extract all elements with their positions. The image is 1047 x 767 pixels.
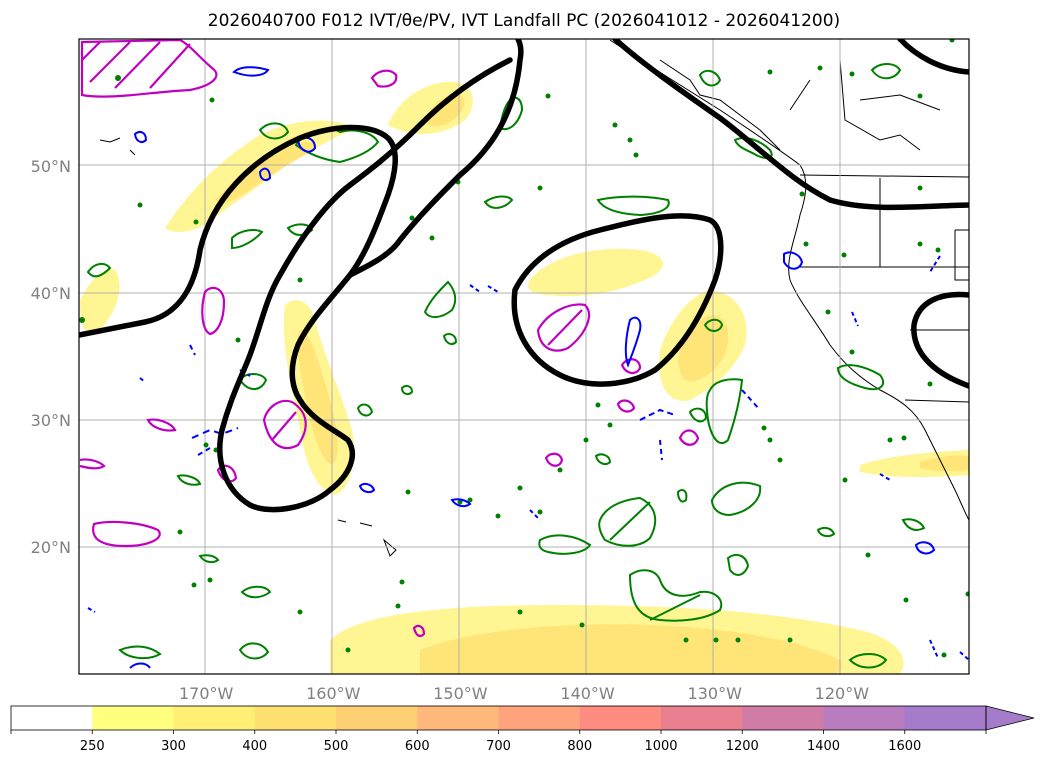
lon-label: 170°W <box>179 684 234 703</box>
lat-label: 30°N <box>31 411 71 430</box>
lon-label: 130°W <box>688 684 743 703</box>
lon-label: 120°W <box>815 684 870 703</box>
lat-label: 50°N <box>31 157 71 176</box>
map-frame <box>78 38 970 675</box>
colorbar-segment <box>904 706 987 730</box>
colorbar-tick-label: 1000 <box>644 739 677 754</box>
colorbar-segment <box>823 706 906 730</box>
colorbar-segment <box>336 706 418 730</box>
colorbar-segment <box>92 706 174 730</box>
colorbar-tick-label: 300 <box>161 739 186 754</box>
colorbar-segment <box>742 706 824 730</box>
colorbar-segment <box>417 706 499 730</box>
colorbar-segment <box>254 706 337 730</box>
map-layers <box>79 39 969 674</box>
colorbar-segment <box>11 706 93 730</box>
colorbar-segment <box>579 706 662 730</box>
latitude-labels: 50°N 40°N 30°N 20°N <box>31 157 71 557</box>
lat-label: 40°N <box>31 284 71 303</box>
lon-label: 150°W <box>433 684 488 703</box>
colorbar-segment <box>498 706 581 730</box>
pv-contours <box>79 39 700 638</box>
colorbar-tick-label: 1200 <box>726 739 759 754</box>
colorbar-tick-label: 800 <box>567 739 592 754</box>
colorbar-tick-label: 250 <box>80 739 105 754</box>
colorbar-tick-label: 400 <box>242 739 267 754</box>
longitude-labels: 170°W 160°W 150°W 140°W 130°W 120°W <box>179 684 869 703</box>
pc-contours <box>79 39 969 513</box>
colorbar-tick-label: 500 <box>324 739 349 754</box>
colorbar-extend-arrow <box>985 705 1035 731</box>
ivt-shading <box>80 81 969 674</box>
colorbar: 250 300 400 500 600 700 800 1000 1200 1400 1600 <box>10 705 1035 754</box>
colorbar-tick-label: 1400 <box>807 739 840 754</box>
thetae-dots <box>79 39 969 658</box>
colorbar-tick-label: 1600 <box>888 739 921 754</box>
lat-label: 20°N <box>31 538 71 557</box>
colorbar-tick-label: 700 <box>486 739 511 754</box>
figure-title: 2026040700 F012 IVT/θe/PV, IVT Landfall … <box>208 11 840 31</box>
lon-label: 160°W <box>306 684 361 703</box>
colorbar-segment <box>661 706 743 730</box>
thetae-contours <box>86 63 926 669</box>
colorbar-segment <box>173 706 256 730</box>
lon-label: 140°W <box>560 684 615 703</box>
coastlines <box>99 39 969 557</box>
blue-contours <box>87 66 969 669</box>
map-panel <box>79 39 969 674</box>
colorbar-tick-label: 600 <box>405 739 430 754</box>
